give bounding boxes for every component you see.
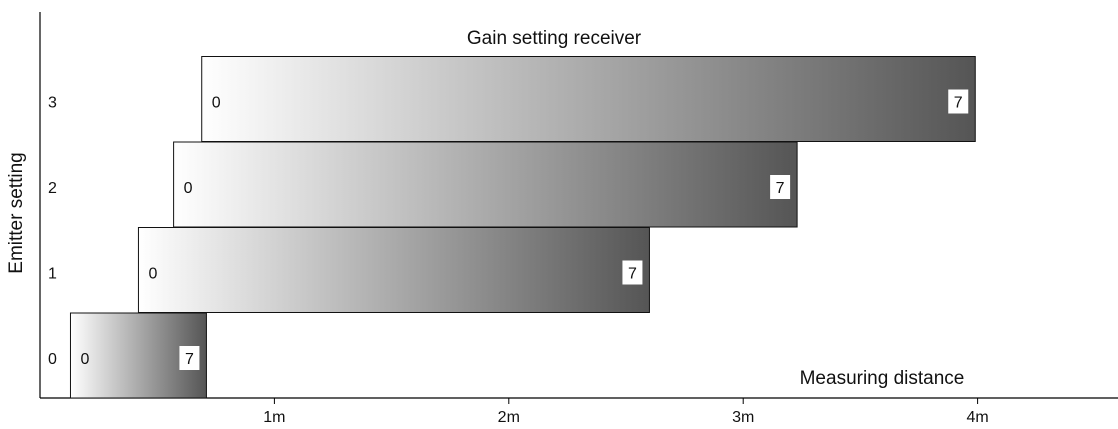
x-tick-label: 2m bbox=[498, 409, 520, 426]
x-axis-label: Measuring distance bbox=[800, 368, 965, 389]
bars-group: 0 7 0 7 0 7 0 7 bbox=[69, 56, 976, 399]
bar-low-label: 0 bbox=[212, 95, 221, 112]
x-tick-label: 1m bbox=[263, 409, 285, 426]
range-bar bbox=[173, 141, 798, 228]
y-tick-label: 2 bbox=[48, 180, 57, 197]
bar-high-label: 7 bbox=[628, 266, 637, 283]
x-tick-label: 3m bbox=[732, 409, 754, 426]
bar-high-label-box bbox=[770, 175, 791, 199]
bar-high-label-box bbox=[948, 89, 969, 114]
bar-high-label-box bbox=[622, 260, 643, 285]
bar-low-label: 0 bbox=[148, 266, 157, 283]
x-tick-label: 4m bbox=[966, 409, 988, 426]
bar-low-label: 0 bbox=[80, 351, 89, 368]
y-axis-label: Emitter setting bbox=[6, 152, 27, 273]
bar-high-label: 7 bbox=[185, 351, 194, 368]
range-bar bbox=[137, 227, 650, 313]
x-axis-ticks: 1m 2m 3m 4m bbox=[263, 398, 989, 426]
chart-title: Gain setting receiver bbox=[467, 28, 642, 49]
bar-low-label: 0 bbox=[184, 180, 193, 197]
bar-high-label: 7 bbox=[776, 180, 785, 197]
y-tick-label: 3 bbox=[48, 95, 57, 112]
y-axis-ticks: 0 1 2 3 bbox=[48, 95, 57, 369]
y-tick-label: 1 bbox=[48, 266, 57, 283]
y-tick-label: 0 bbox=[48, 351, 57, 368]
bar-high-label-box bbox=[179, 346, 200, 370]
range-bar bbox=[201, 56, 976, 142]
bar-high-label: 7 bbox=[954, 95, 963, 112]
